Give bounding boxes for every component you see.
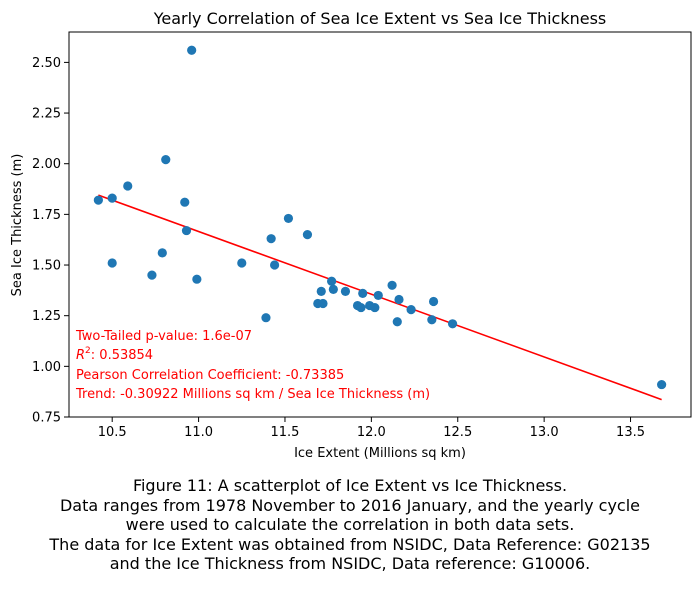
r-squared-value: : 0.53854 <box>91 348 153 363</box>
data-point <box>181 225 192 236</box>
caption-line: Data ranges from 1978 November to 2016 J… <box>59 495 641 515</box>
caption-line: and the Ice Thickness from NSIDC, Data r… <box>109 554 591 573</box>
x-axis-ticks: 10.5 11.0 11.5 12.0 12.5 13.0 13.5 <box>98 417 645 440</box>
trend-annotation: Trend: -0.30922 Millions sq km / Sea Ice… <box>75 387 430 402</box>
data-point <box>387 280 397 290</box>
data-point <box>93 195 103 205</box>
data-point <box>316 286 326 296</box>
figure-caption: Figure 11: A scatterplot of Ice Extent v… <box>0 476 700 574</box>
data-point <box>157 248 167 258</box>
x-tick-label: 13.5 <box>616 425 645 440</box>
data-point <box>187 45 197 55</box>
stats-annotations: Two-Tailed p-value: 1.6e-07 R2: 0.53854 … <box>75 329 430 402</box>
x-axis-label: Ice Extent (Millions sq km) <box>294 446 466 461</box>
plot-area-frame <box>68 31 692 418</box>
y-tick-label: 2.00 <box>32 157 61 172</box>
data-point <box>302 230 313 240</box>
data-point <box>270 260 280 270</box>
y-tick-label: 1.75 <box>32 208 61 223</box>
caption-line: Figure 11: A scatterplot of Ice Extent v… <box>132 476 568 495</box>
pearson-annotation: Pearson Correlation Coefficient: -0.7338… <box>76 368 344 383</box>
y-tick-label: 1.25 <box>32 309 61 324</box>
x-tick-label: 10.5 <box>98 425 127 440</box>
data-point <box>327 276 337 286</box>
x-tick-label: 11.0 <box>184 425 213 440</box>
chart-title: Yearly Correlation of Sea Ice Extent vs … <box>153 9 607 28</box>
data-point <box>657 379 667 390</box>
p-value-annotation: Two-Tailed p-value: 1.6e-07 <box>75 329 252 344</box>
data-point <box>328 284 338 294</box>
data-point <box>107 193 117 203</box>
data-point <box>266 234 276 244</box>
data-point <box>107 258 117 268</box>
data-point <box>161 155 171 165</box>
r-squared-exponent: 2 <box>85 346 91 356</box>
data-point <box>318 298 328 309</box>
y-axis-ticks: 0.75 1.00 1.25 1.50 1.75 2.00 2.25 2.50 <box>32 56 69 426</box>
x-tick-label: 11.5 <box>270 425 299 440</box>
data-point <box>394 294 404 305</box>
data-point <box>406 305 416 315</box>
r-squared-annotation: R2: 0.53854 <box>76 346 153 363</box>
data-points <box>93 45 667 390</box>
y-tick-label: 0.75 <box>32 411 61 426</box>
scatter-chart: Yearly Correlation of Sea Ice Extent vs … <box>10 9 692 461</box>
caption-line: were used to calculate the correlation i… <box>125 515 575 534</box>
data-point <box>147 270 157 280</box>
data-point <box>261 313 271 323</box>
y-tick-label: 1.00 <box>32 360 61 375</box>
y-tick-label: 2.50 <box>32 56 61 71</box>
data-point <box>370 302 380 313</box>
data-point <box>237 258 247 268</box>
data-point <box>428 296 439 307</box>
data-point <box>427 315 437 325</box>
data-point <box>358 288 368 298</box>
data-point <box>356 302 366 313</box>
data-point <box>392 317 402 327</box>
data-point <box>373 290 383 301</box>
r-squared-symbol: R <box>76 348 85 363</box>
data-point <box>447 319 458 329</box>
data-point <box>123 181 133 191</box>
data-point <box>283 213 294 224</box>
data-point <box>180 197 190 207</box>
y-axis-label: Sea Ice Thickness (m) <box>10 154 25 297</box>
y-tick-label: 1.50 <box>32 259 61 274</box>
x-tick-label: 13.0 <box>530 425 559 440</box>
x-tick-label: 12.5 <box>443 425 472 440</box>
y-tick-label: 2.25 <box>32 107 61 122</box>
caption-line: The data for Ice Extent was obtained fro… <box>49 534 651 554</box>
data-point <box>192 274 202 284</box>
data-point <box>340 286 351 296</box>
x-tick-label: 12.0 <box>357 425 386 440</box>
